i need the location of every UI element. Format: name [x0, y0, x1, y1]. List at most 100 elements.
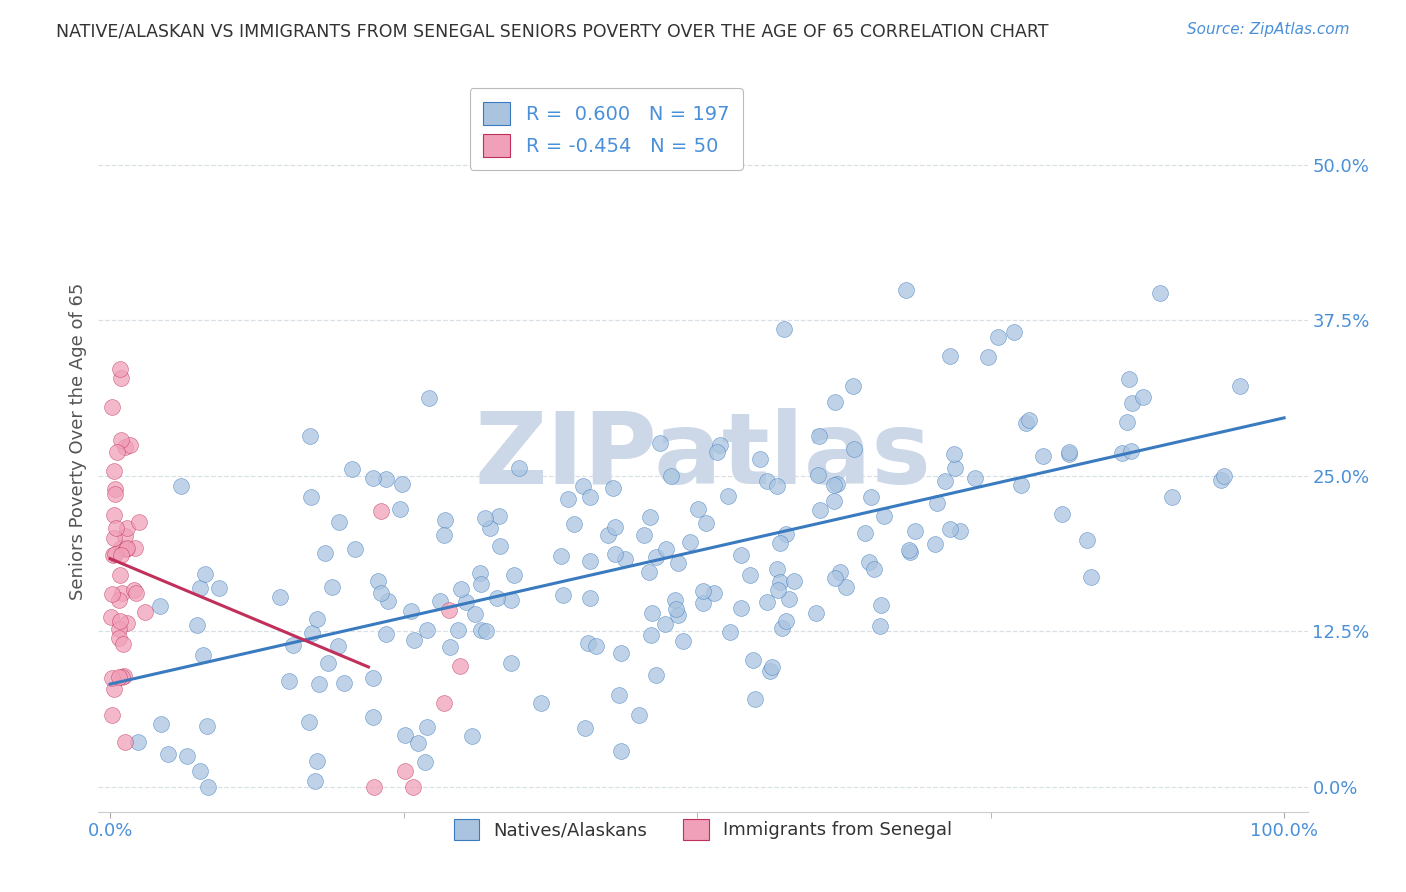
- Point: [343, 541, 366, 556]
- Point: [602, 481, 624, 495]
- Point: [437, 603, 460, 617]
- Point: [208, 581, 231, 595]
- Point: [807, 468, 830, 483]
- Point: [413, 756, 436, 770]
- Point: [939, 349, 962, 363]
- Point: [101, 548, 124, 562]
- Point: [370, 585, 392, 599]
- Point: [825, 476, 848, 491]
- Point: [576, 635, 599, 649]
- Point: [873, 508, 896, 523]
- Point: [672, 633, 695, 648]
- Point: [596, 527, 619, 541]
- Point: [664, 593, 686, 607]
- Point: [550, 549, 572, 563]
- Point: [738, 568, 761, 582]
- Point: [475, 624, 498, 639]
- Point: [374, 472, 396, 486]
- Point: [188, 764, 211, 778]
- Point: [824, 571, 846, 585]
- Point: [755, 595, 778, 609]
- Point: [120, 438, 142, 452]
- Point: [124, 541, 146, 556]
- Point: [679, 535, 702, 549]
- Point: [692, 584, 714, 599]
- Point: [640, 628, 662, 642]
- Point: [775, 526, 797, 541]
- Point: [307, 612, 329, 626]
- Point: [1213, 469, 1236, 483]
- Point: [1057, 444, 1080, 458]
- Point: [755, 474, 778, 488]
- Point: [328, 639, 350, 653]
- Point: [278, 673, 301, 688]
- Point: [110, 371, 132, 385]
- Point: [716, 489, 738, 503]
- Point: [842, 379, 865, 393]
- Point: [530, 696, 553, 710]
- Point: [939, 523, 962, 537]
- Point: [108, 568, 131, 582]
- Point: [450, 582, 472, 596]
- Point: [987, 329, 1010, 343]
- Point: [170, 478, 193, 492]
- Point: [637, 565, 659, 579]
- Point: [963, 471, 986, 485]
- Point: [402, 780, 425, 794]
- Point: [835, 580, 858, 594]
- Point: [416, 720, 439, 734]
- Point: [115, 541, 138, 555]
- Point: [114, 542, 136, 557]
- Point: [370, 504, 392, 518]
- Legend: Natives/Alaskans, Immigrants from Senegal: Natives/Alaskans, Immigrants from Senega…: [447, 812, 959, 847]
- Point: [305, 755, 328, 769]
- Point: [859, 490, 882, 504]
- Point: [808, 503, 831, 517]
- Point: [925, 495, 948, 509]
- Point: [108, 631, 131, 645]
- Point: [108, 614, 131, 628]
- Point: [304, 774, 326, 789]
- Point: [460, 730, 482, 744]
- Point: [644, 668, 666, 682]
- Point: [101, 587, 124, 601]
- Point: [107, 622, 129, 636]
- Point: [778, 592, 800, 607]
- Point: [110, 541, 132, 556]
- Point: [607, 688, 630, 702]
- Point: [943, 460, 966, 475]
- Point: [766, 561, 789, 575]
- Point: [416, 623, 439, 637]
- Point: [703, 586, 725, 600]
- Point: [508, 461, 530, 475]
- Point: [104, 521, 127, 535]
- Point: [666, 556, 689, 570]
- Point: [104, 487, 127, 501]
- Point: [406, 736, 429, 750]
- Point: [110, 433, 132, 447]
- Point: [269, 590, 291, 604]
- Point: [489, 539, 512, 553]
- Point: [439, 640, 461, 654]
- Point: [103, 681, 125, 696]
- Point: [454, 595, 477, 609]
- Point: [824, 394, 846, 409]
- Point: [299, 491, 322, 505]
- Point: [361, 471, 384, 485]
- Point: [298, 715, 321, 730]
- Point: [654, 617, 676, 632]
- Point: [449, 659, 471, 673]
- Point: [488, 508, 510, 523]
- Text: NATIVE/ALASKAN VS IMMIGRANTS FROM SENEGAL SENIORS POVERTY OVER THE AGE OF 65 COR: NATIVE/ALASKAN VS IMMIGRANTS FROM SENEGA…: [56, 22, 1049, 40]
- Point: [823, 478, 845, 492]
- Point: [578, 490, 600, 504]
- Point: [470, 623, 492, 637]
- Point: [948, 524, 970, 538]
- Point: [194, 566, 217, 581]
- Point: [111, 586, 134, 600]
- Point: [316, 656, 339, 670]
- Text: ZIPatlas: ZIPatlas: [475, 408, 931, 505]
- Point: [110, 361, 132, 376]
- Point: [641, 606, 664, 620]
- Point: [759, 665, 782, 679]
